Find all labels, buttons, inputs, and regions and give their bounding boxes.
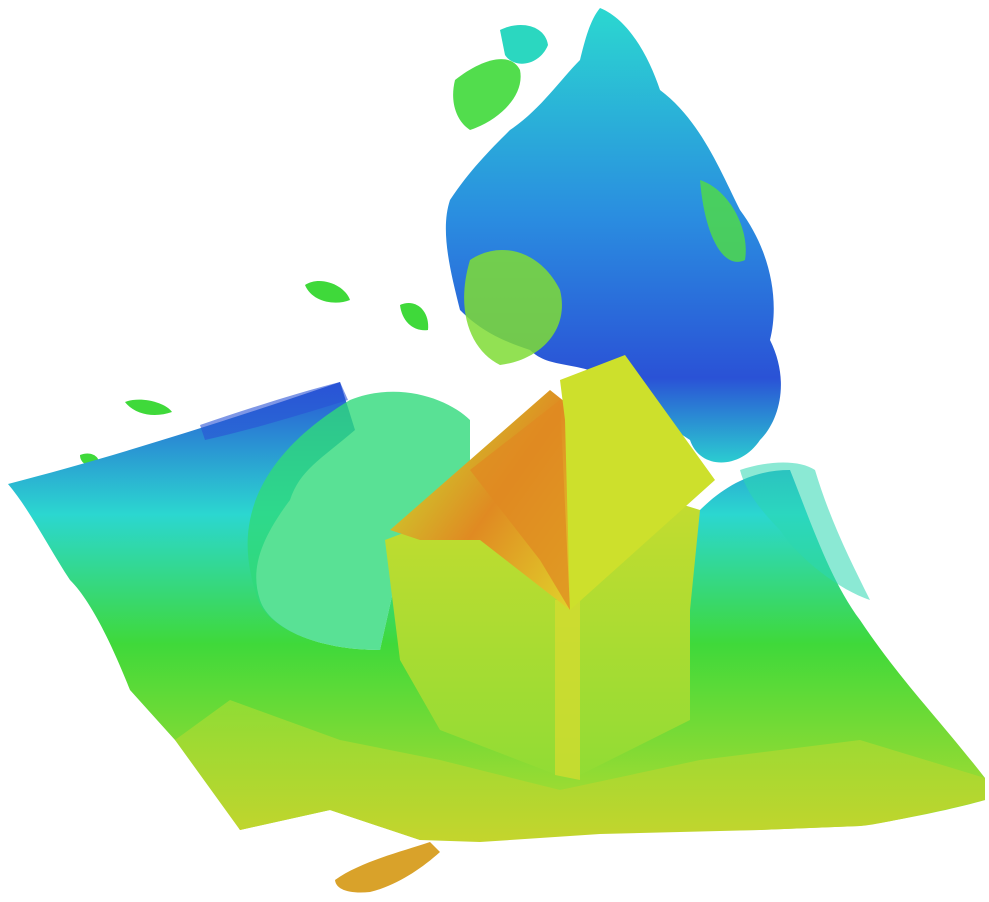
fragment-2 <box>400 303 428 330</box>
fragment-1 <box>305 281 350 303</box>
bottom-fragment <box>335 842 440 893</box>
tree-patch-top <box>500 25 548 64</box>
house-corner <box>555 600 580 780</box>
fragment-3 <box>125 400 172 415</box>
tree-patch-left <box>453 59 521 130</box>
